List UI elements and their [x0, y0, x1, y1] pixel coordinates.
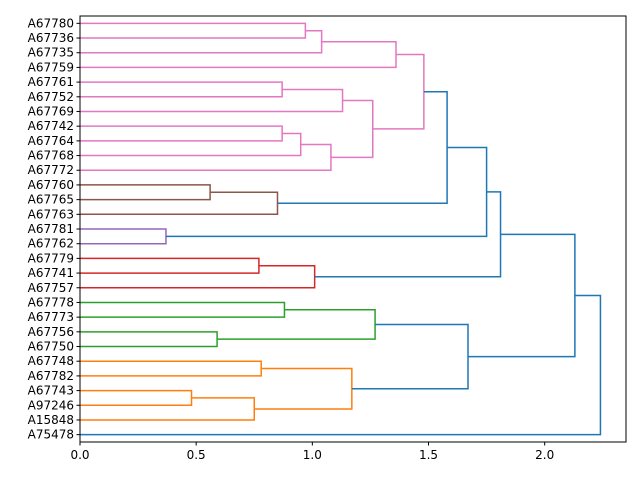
- leaf-label: A67742: [28, 119, 74, 133]
- link-c15: [80, 257, 260, 274]
- leaf-label: A67759: [28, 60, 74, 74]
- leaf-label: A67773: [28, 310, 74, 324]
- leaf-label: A67761: [28, 75, 74, 89]
- link-c7: [80, 143, 332, 171]
- leaf-labels: A67780A67736A67735A67759A67761A67752A677…: [28, 16, 80, 442]
- link-c4: [80, 88, 344, 113]
- leaf-label: A67765: [28, 193, 74, 207]
- leaf-label: A67762: [28, 237, 74, 251]
- plot-frame: [79, 15, 627, 443]
- link-c6: [80, 132, 302, 157]
- link-c5: [80, 125, 283, 142]
- link-c8: [330, 99, 374, 159]
- link-c16: [80, 264, 316, 289]
- x-tick-label: 0.0: [70, 448, 89, 462]
- x-tick-label: 0.5: [187, 448, 206, 462]
- link-c24: [254, 367, 353, 410]
- leaf-label: A67778: [28, 295, 74, 309]
- link-c22: [80, 389, 193, 407]
- x-tick-label: 1.5: [419, 448, 438, 462]
- leaf-label: A67763: [28, 207, 74, 221]
- leaf-label: A67769: [28, 104, 74, 118]
- link-c9: [372, 53, 425, 130]
- leaf-label: A67743: [28, 384, 74, 398]
- leaf-label: A67750: [28, 340, 74, 354]
- link-c20: [217, 309, 376, 340]
- leaf-label: A67760: [28, 178, 74, 192]
- link-c27: [80, 294, 602, 436]
- link-c25: [351, 323, 469, 390]
- leaf-label: A67772: [28, 163, 74, 177]
- leaf-label: A67757: [28, 281, 74, 295]
- link-c26: [468, 233, 576, 358]
- leaf-label: A15848: [28, 413, 74, 427]
- leaf-label: A67782: [28, 369, 74, 383]
- leaf-label: A67768: [28, 149, 74, 163]
- leaf-label: A67780: [28, 16, 74, 30]
- leaf-label: A75478: [28, 428, 74, 442]
- leaf-label: A67752: [28, 90, 74, 104]
- link-c21: [80, 360, 262, 377]
- link-c17: [314, 191, 502, 278]
- x-axis: 0.0 0.5 1.0 1.5 2.0: [70, 442, 554, 462]
- link-c23: [80, 397, 256, 421]
- x-tick-label: 1.0: [303, 448, 322, 462]
- leaf-label: A67764: [28, 134, 74, 148]
- leaf-label: A67756: [28, 325, 74, 339]
- leaf-label: A67735: [28, 46, 74, 60]
- dendrogram-links: [80, 22, 602, 436]
- leaf-label: A67736: [28, 31, 74, 45]
- x-tick-label: 2.0: [535, 448, 554, 462]
- leaf-label: A97246: [28, 398, 74, 412]
- link-c12: [277, 90, 448, 205]
- link-c18: [80, 301, 286, 318]
- link-c1: [80, 29, 323, 54]
- link-c19: [80, 331, 218, 348]
- link-c10: [80, 184, 211, 201]
- leaf-label: A67741: [28, 266, 74, 280]
- leaf-label: A67748: [28, 354, 74, 368]
- link-c2: [80, 40, 397, 69]
- leaf-label: A67781: [28, 222, 74, 236]
- link-c0: [80, 22, 307, 39]
- link-c3: [80, 81, 283, 98]
- link-c13: [80, 228, 167, 245]
- link-c11: [80, 191, 279, 216]
- leaf-label: A67779: [28, 251, 74, 265]
